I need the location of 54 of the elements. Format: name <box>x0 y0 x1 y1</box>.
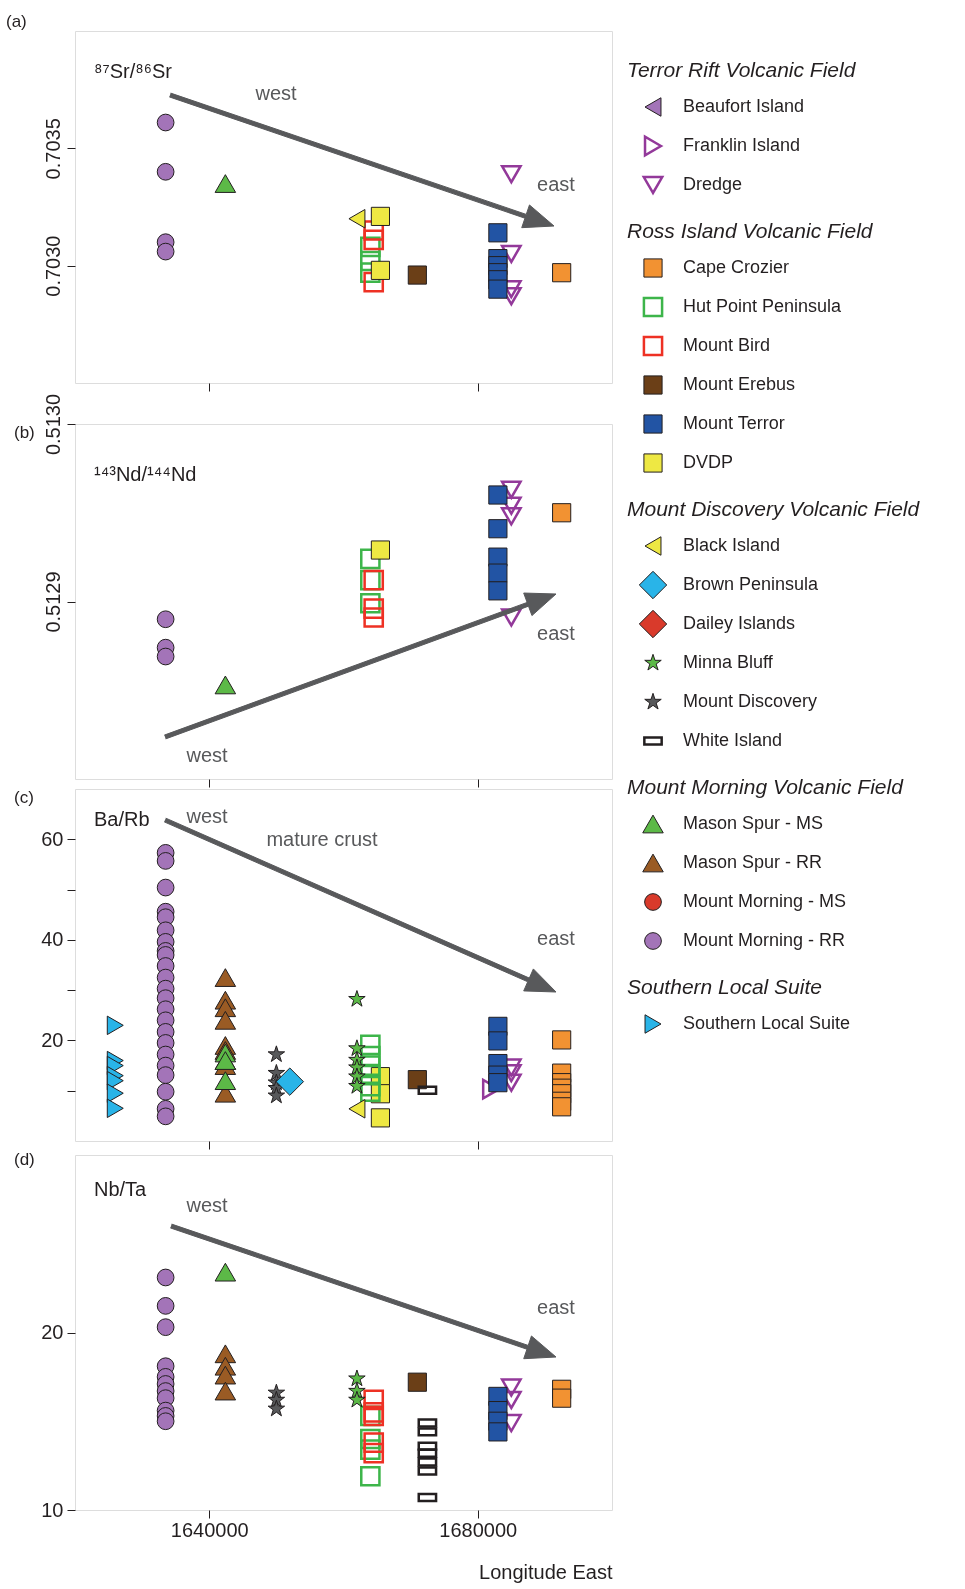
y-tick-label: 20 <box>41 1028 64 1051</box>
y-tick-label: 0.5129 <box>41 571 64 633</box>
legend-label: Dailey Islands <box>683 613 796 633</box>
legend-label: Cape Crozier <box>683 257 790 277</box>
legend-label: Brown Peninsula <box>683 574 820 594</box>
y-axis-title: ⁸⁷Sr/⁸⁶Sr <box>94 60 173 82</box>
legend-label: White Island <box>683 730 783 750</box>
annotation: west <box>254 82 297 104</box>
legend-label: Mason Spur - MS <box>683 813 824 833</box>
legend-label: Hut Point Peninsula <box>683 296 843 316</box>
legend-label: Mount Morning - RR <box>683 930 846 950</box>
annotation: east <box>537 622 576 644</box>
x-tick-label: 1680000 <box>439 1518 518 1541</box>
x-axis-title: Longitude East <box>479 1560 613 1583</box>
text: (a) <box>6 12 27 31</box>
legend-label: DVDP <box>683 452 734 472</box>
text: (b) <box>14 423 35 442</box>
y-axis-title: ¹⁴³Nd/¹⁴⁴Nd <box>94 463 197 485</box>
y-tick-label: 40 <box>41 928 64 951</box>
y-tick-label: 20 <box>41 1321 64 1343</box>
x-tick-label: 1640000 <box>170 1518 249 1541</box>
legend-label: Mount Terror <box>683 413 785 433</box>
legend-label: Southern Local Suite <box>683 1013 851 1033</box>
y-tick-label: 10 <box>41 1498 64 1521</box>
legend-label: Beaufort Island <box>683 96 805 116</box>
y-tick-label: 0.5130 <box>41 393 64 456</box>
legend-label: Mount Erebus <box>683 374 796 394</box>
annotation: mature crust <box>266 828 379 850</box>
y-tick-label: 0.7030 <box>41 235 64 297</box>
text: Mount Morning Volcanic Field <box>627 775 905 798</box>
text: (c) <box>14 788 34 807</box>
annotation: west <box>185 1194 228 1216</box>
annotation: west <box>185 805 228 827</box>
annotation: east <box>537 1296 576 1318</box>
legend-label: Mount Bird <box>683 335 771 355</box>
legend-label: Mount Discovery <box>683 691 818 711</box>
legend-label: Mason Spur - RR <box>683 852 823 872</box>
annotation: east <box>537 173 576 195</box>
annotation: east <box>537 927 576 949</box>
legend-label: Black Island <box>683 535 781 555</box>
legend-label: Franklin Island <box>683 135 801 155</box>
annotation: west <box>185 744 228 766</box>
y-axis-title: Ba/Rb <box>94 808 150 830</box>
text: Terror Rift Volcanic Field <box>627 58 857 81</box>
y-axis-title: Nb/Ta <box>94 1178 148 1200</box>
y-tick-label: 60 <box>41 827 64 850</box>
legend-label: Minna Bluff <box>683 652 774 672</box>
text: (d) <box>14 1150 35 1169</box>
text: Mount Discovery Volcanic Field <box>627 497 921 520</box>
y-tick-label: 0.7035 <box>41 118 64 180</box>
text: Southern Local Suite <box>627 975 822 998</box>
text: Ross Island Volcanic Field <box>627 219 874 242</box>
legend-label: Dredge <box>683 174 743 194</box>
legend-label: Mount Morning - MS <box>683 891 847 911</box>
